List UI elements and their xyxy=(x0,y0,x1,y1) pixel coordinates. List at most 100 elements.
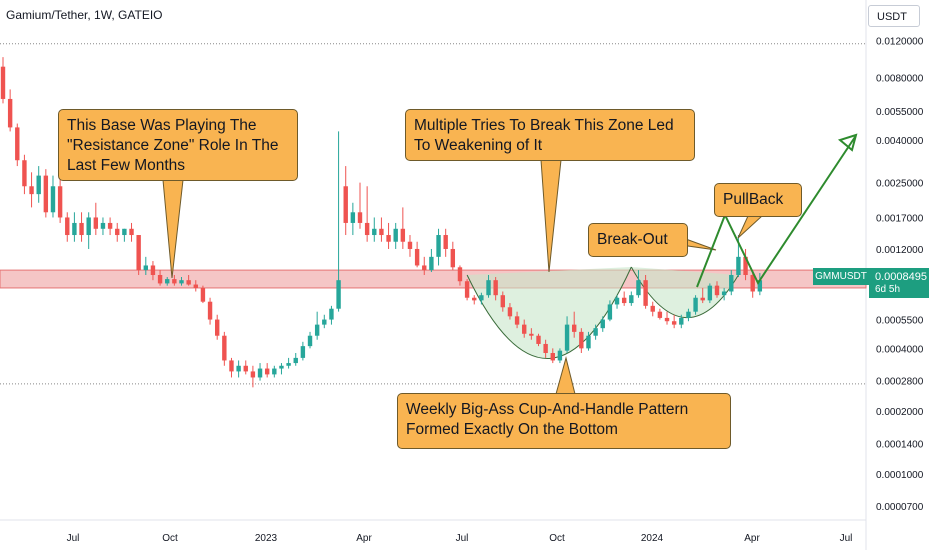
candle-body xyxy=(250,371,256,378)
candle-body xyxy=(700,297,705,301)
candle-body xyxy=(7,98,13,128)
y-tick-label: 0.0000700 xyxy=(876,502,924,513)
candle-body xyxy=(607,304,613,320)
currency-selector[interactable]: USDT xyxy=(868,5,920,27)
candle-body xyxy=(379,228,384,236)
y-tick-label: 0.0040000 xyxy=(876,136,924,147)
candle-body xyxy=(450,248,456,268)
candle-body xyxy=(664,317,670,322)
candle-body xyxy=(443,235,448,249)
candle-body xyxy=(579,331,584,349)
candle-body xyxy=(557,350,563,361)
candle-body xyxy=(464,281,470,298)
candle-body xyxy=(29,186,34,195)
candle-body xyxy=(322,319,327,325)
x-tick-label: Apr xyxy=(744,533,760,544)
x-tick-label: Apr xyxy=(356,533,372,544)
candle-body xyxy=(407,241,413,249)
last-price: 0.0008495 xyxy=(875,271,927,283)
candle-body xyxy=(243,365,248,372)
cup-shape xyxy=(466,266,632,359)
ticker-label: GMMUSDT xyxy=(813,268,869,285)
y-tick-label: 0.0120000 xyxy=(876,37,924,48)
candle-body xyxy=(257,368,263,378)
y-tick-label: 0.0001000 xyxy=(876,470,924,481)
candle-body xyxy=(272,368,277,375)
callout-resistance: This Base Was Playing The "Resistance Zo… xyxy=(58,109,298,181)
candle-body xyxy=(429,256,434,271)
candle-body xyxy=(493,280,498,296)
y-tick-label: 0.0001400 xyxy=(876,439,924,450)
callout-pointer-resistance xyxy=(162,179,184,279)
candle-body xyxy=(122,228,127,236)
candle-body xyxy=(79,222,84,236)
candle-body xyxy=(107,222,113,229)
candle-body xyxy=(86,217,91,236)
symbol-title: Gamium/Tether, 1W, GATEIO xyxy=(6,8,163,22)
candle-body xyxy=(679,317,684,325)
candle-body xyxy=(165,279,170,284)
candle-body xyxy=(586,335,591,349)
y-tick-label: 0.0017000 xyxy=(876,213,924,224)
candle-body xyxy=(115,228,120,236)
x-axis[interactable]: Jul Oct 2023 Apr Jul Oct 2024 Apr Jul xyxy=(67,533,853,544)
candle-body xyxy=(43,175,49,213)
candle-body xyxy=(671,321,677,325)
candle-body xyxy=(193,284,198,288)
x-tick-label: 2024 xyxy=(641,533,664,544)
y-tick-label: 0.0025000 xyxy=(876,179,924,190)
candle-body xyxy=(186,280,191,285)
candle-body xyxy=(93,217,99,229)
candle-body xyxy=(593,328,598,336)
candle-body xyxy=(486,280,491,296)
x-tick-label: Jul xyxy=(67,533,80,544)
projection-arrow-line xyxy=(696,136,856,288)
candle-body xyxy=(543,343,548,354)
candle-body xyxy=(721,291,727,296)
candle-body xyxy=(386,235,391,242)
x-tick-label: Oct xyxy=(549,533,565,544)
projection-arrow-head xyxy=(837,133,858,152)
candle-body xyxy=(350,212,356,223)
candle-body xyxy=(136,235,141,271)
candle-body xyxy=(536,335,541,344)
candle-body xyxy=(472,297,477,301)
candle-body xyxy=(479,295,484,301)
candle-body xyxy=(229,360,234,372)
candle-body xyxy=(157,275,163,284)
candle-body xyxy=(65,217,70,236)
bar-countdown: 6d 5h xyxy=(875,284,901,295)
candle-body xyxy=(179,280,184,284)
x-tick-label: Jul xyxy=(840,533,853,544)
candles-layer xyxy=(0,57,763,388)
candle-body xyxy=(757,280,763,292)
candle-body xyxy=(143,265,148,271)
candle-body xyxy=(357,212,363,223)
candle-body xyxy=(372,228,377,236)
candle-body xyxy=(100,222,106,229)
y-axis[interactable]: 0.0120000 0.0080000 0.0055000 0.0040000 0.00… xyxy=(876,37,924,513)
candle-body xyxy=(343,186,348,223)
candle-body xyxy=(207,301,213,320)
candle-body xyxy=(572,324,577,332)
candle-body xyxy=(300,346,306,358)
y-tick-label: 0.0012000 xyxy=(876,245,924,256)
candle-body xyxy=(200,287,206,302)
callout-pointer-pullback xyxy=(737,215,764,239)
y-tick-label: 0.0055000 xyxy=(876,107,924,118)
candle-body xyxy=(264,368,270,375)
callout-breakout: Break-Out xyxy=(588,223,688,257)
candle-body xyxy=(550,353,555,361)
candle-body xyxy=(643,280,648,306)
candle-body xyxy=(422,265,427,271)
candle-body xyxy=(222,335,227,361)
candle-body xyxy=(215,319,220,336)
callout-multiple-tries: Multiple Tries To Break This Zone Led To… xyxy=(405,109,695,161)
candle-body xyxy=(500,295,505,308)
candle-body xyxy=(314,324,320,336)
callout-pointer-tries xyxy=(540,159,562,273)
candle-body xyxy=(400,228,406,242)
y-tick-label: 0.0002800 xyxy=(876,377,924,388)
candle-body xyxy=(514,316,520,325)
